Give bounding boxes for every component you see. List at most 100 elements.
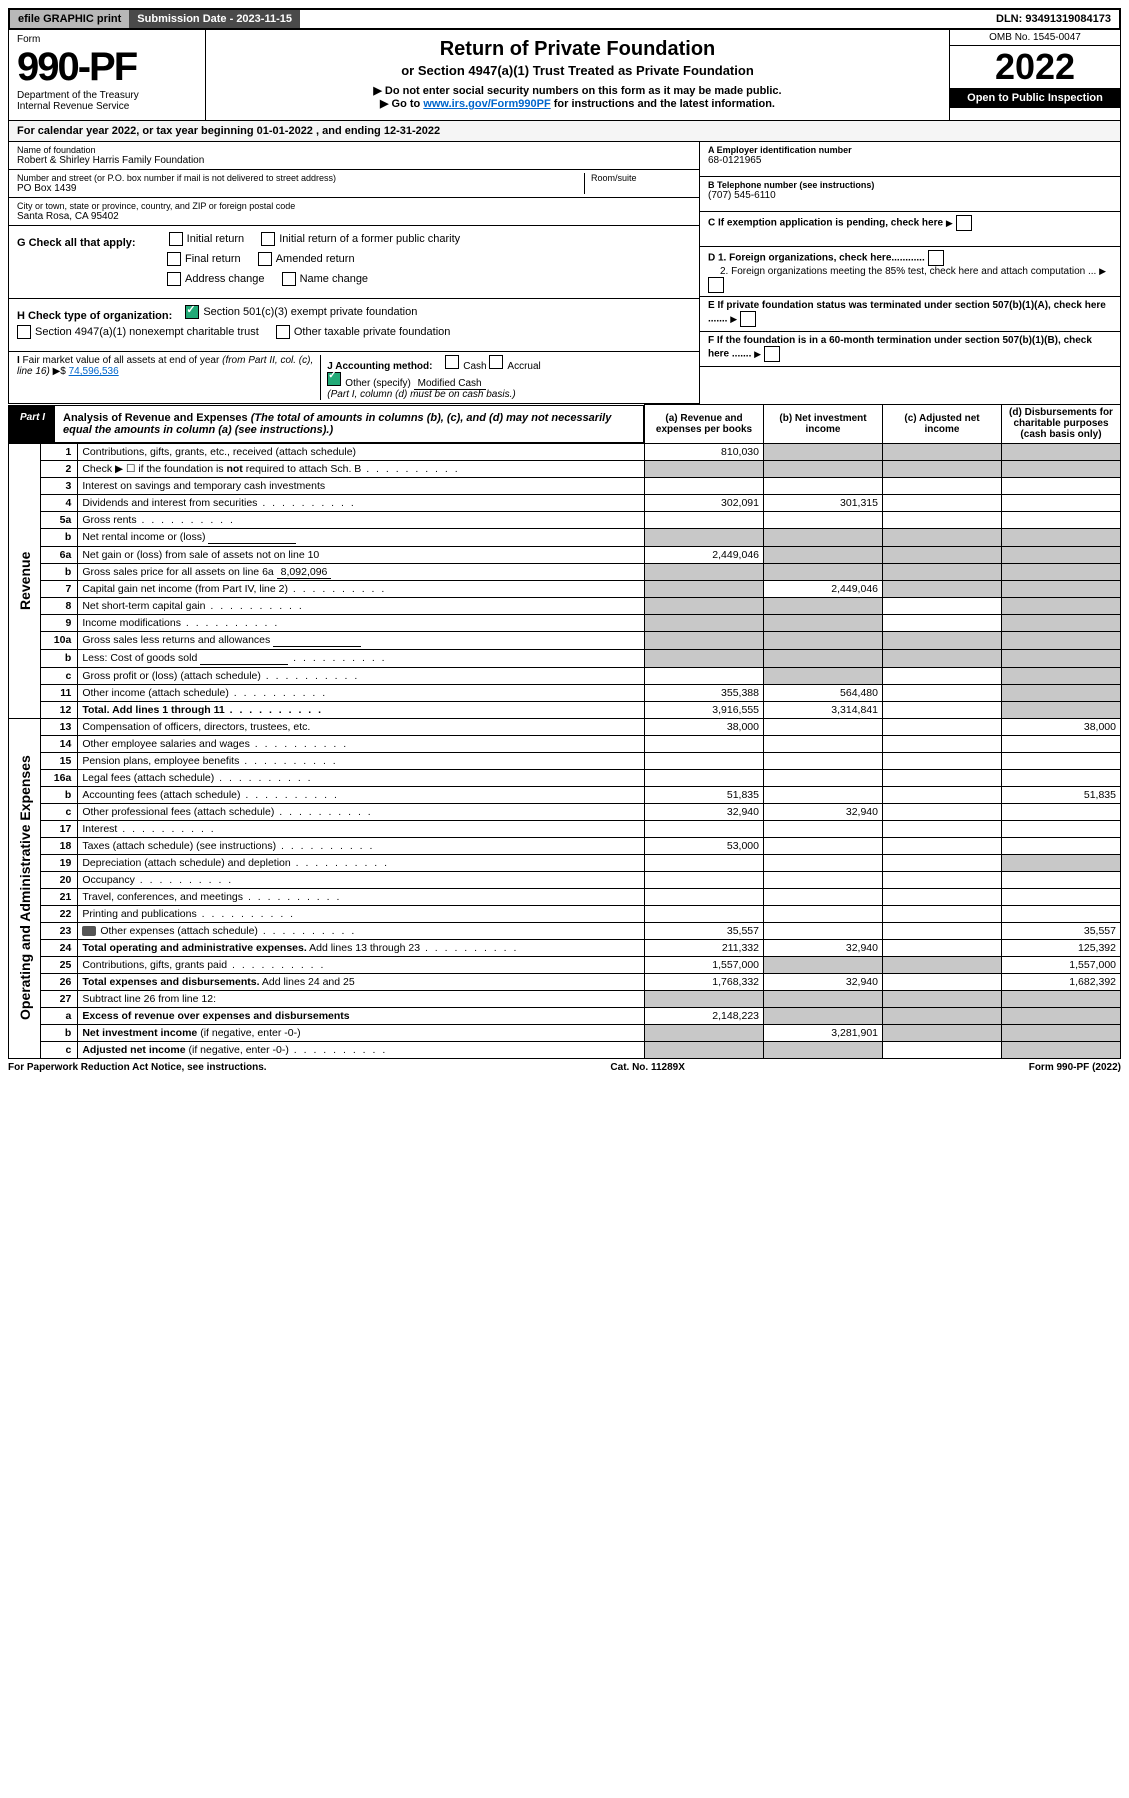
table-cell: [1002, 563, 1121, 580]
table-cell: [764, 649, 883, 667]
table-cell: [1002, 684, 1121, 701]
line-number: 11: [41, 684, 78, 701]
table-cell: 32,940: [645, 803, 764, 820]
table-cell: [1002, 1041, 1121, 1058]
table-cell: [883, 563, 1002, 580]
j-accrual[interactable]: Accrual: [507, 361, 540, 372]
table-cell: [1002, 494, 1121, 511]
table-row: 5aGross rents: [9, 511, 1121, 528]
fmv-value[interactable]: 74,596,536: [69, 366, 119, 377]
line-number: 26: [41, 973, 78, 990]
table-cell: 564,480: [764, 684, 883, 701]
table-cell: 302,091: [645, 494, 764, 511]
table-cell: [1002, 888, 1121, 905]
table-cell: [1002, 477, 1121, 494]
line-number: b: [41, 649, 78, 667]
g-opt-initial-former[interactable]: Initial return of a former public charit…: [279, 233, 460, 245]
g-opt-address[interactable]: Address change: [185, 273, 265, 285]
table-cell: [645, 905, 764, 922]
table-cell: [883, 460, 1002, 477]
room-label: Room/suite: [591, 173, 691, 183]
table-cell: [645, 477, 764, 494]
line-desc: Total operating and administrative expen…: [78, 939, 645, 956]
table-cell: [883, 939, 1002, 956]
g-opt-name[interactable]: Name change: [300, 273, 369, 285]
g-opt-initial[interactable]: Initial return: [187, 233, 244, 245]
c-checkbox[interactable]: [956, 215, 972, 231]
line-desc: Subtract line 26 from line 12:: [78, 990, 645, 1007]
j-other-checkbox[interactable]: [327, 372, 341, 386]
table-cell: [883, 854, 1002, 871]
line-desc: Legal fees (attach schedule): [78, 769, 645, 786]
table-cell: [883, 735, 1002, 752]
table-cell: [1002, 820, 1121, 837]
table-cell: [883, 667, 1002, 684]
table-cell: [645, 631, 764, 649]
table-row: 22Printing and publications: [9, 905, 1121, 922]
section-label: Revenue: [9, 443, 41, 718]
e-checkbox[interactable]: [740, 311, 756, 327]
line-number: 13: [41, 718, 78, 735]
cal-prefix: For calendar year 2022, or tax year begi…: [17, 125, 257, 137]
table-cell: [764, 854, 883, 871]
d1-checkbox[interactable]: [928, 250, 944, 266]
form990pf-link[interactable]: www.irs.gov/Form990PF: [423, 98, 550, 110]
h-opt-501c3: Section 501(c)(3) exempt private foundat…: [203, 306, 417, 318]
line-number: b: [41, 563, 78, 580]
table-cell: 1,557,000: [645, 956, 764, 973]
line-number: c: [41, 803, 78, 820]
table-cell: [1002, 580, 1121, 597]
table-cell: [764, 990, 883, 1007]
f-checkbox[interactable]: [764, 346, 780, 362]
j-other-label: Other (specify): [345, 378, 411, 389]
j-cash[interactable]: Cash: [463, 361, 486, 372]
footer-left: For Paperwork Reduction Act Notice, see …: [8, 1062, 267, 1073]
d2-checkbox[interactable]: [708, 277, 724, 293]
g-opt-amended[interactable]: Amended return: [276, 253, 355, 265]
table-cell: [1002, 769, 1121, 786]
dln-label: DLN: 93491319084173: [988, 10, 1119, 28]
table-cell: [883, 546, 1002, 563]
table-cell: [883, 803, 1002, 820]
table-cell: [1002, 871, 1121, 888]
line-desc: Pension plans, employee benefits: [78, 752, 645, 769]
table-cell: [764, 752, 883, 769]
table-cell: [764, 922, 883, 939]
line-desc: Contributions, gifts, grants, etc., rece…: [78, 443, 645, 460]
table-cell: [764, 1007, 883, 1024]
table-row: 11Other income (attach schedule)355,3885…: [9, 684, 1121, 701]
table-cell: [645, 563, 764, 580]
table-cell: 32,940: [764, 939, 883, 956]
h-501c3-checkbox[interactable]: [185, 305, 199, 319]
attachment-icon[interactable]: [82, 926, 96, 936]
h-label: H Check type of organization:: [17, 310, 172, 322]
line-number: b: [41, 528, 78, 546]
table-row: 19Depreciation (attach schedule) and dep…: [9, 854, 1121, 871]
line-number: 14: [41, 735, 78, 752]
table-cell: [883, 1024, 1002, 1041]
table-cell: [1002, 701, 1121, 718]
table-cell: [645, 752, 764, 769]
line-number: 1: [41, 443, 78, 460]
col-a-header: (a) Revenue and expenses per books: [645, 405, 764, 444]
foundation-name: Robert & Shirley Harris Family Foundatio…: [17, 155, 691, 166]
open-to-public: Open to Public Inspection: [950, 88, 1120, 108]
h-opt-4947[interactable]: Section 4947(a)(1) nonexempt charitable …: [35, 326, 259, 338]
table-cell: 3,314,841: [764, 701, 883, 718]
table-cell: [645, 990, 764, 1007]
col-c-header: (c) Adjusted net income: [883, 405, 1002, 444]
line-number: 20: [41, 871, 78, 888]
line-desc: Net gain or (loss) from sale of assets n…: [78, 546, 645, 563]
table-cell: [1002, 905, 1121, 922]
table-cell: 1,557,000: [1002, 956, 1121, 973]
g-opt-final[interactable]: Final return: [185, 253, 241, 265]
table-cell: [883, 922, 1002, 939]
line-desc: Other expenses (attach schedule): [78, 922, 645, 939]
h-opt-other[interactable]: Other taxable private foundation: [294, 326, 451, 338]
line-desc: Compensation of officers, directors, tru…: [78, 718, 645, 735]
line-number: c: [41, 1041, 78, 1058]
table-cell: [764, 837, 883, 854]
table-row: Operating and Administrative Expenses13C…: [9, 718, 1121, 735]
line-number: 3: [41, 477, 78, 494]
table-cell: [883, 511, 1002, 528]
